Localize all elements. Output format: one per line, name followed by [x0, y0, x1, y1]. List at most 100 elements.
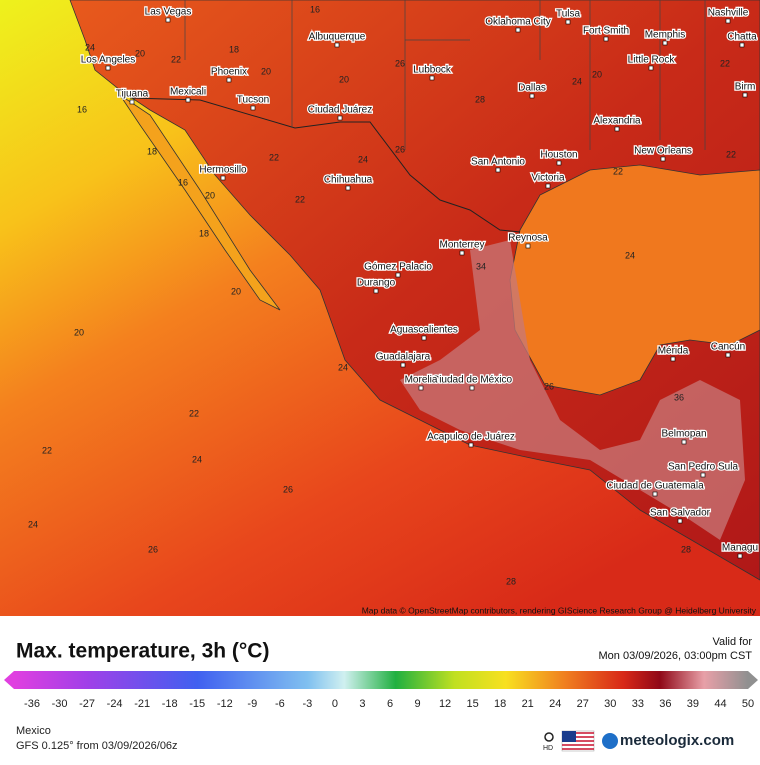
- contour-label: 18: [147, 146, 157, 156]
- colorbar-tick-label: 24: [549, 698, 561, 710]
- city-marker: [165, 17, 171, 23]
- city-marker: [105, 65, 111, 71]
- flag[interactable]: [561, 730, 595, 752]
- city-label: Phoenix: [211, 67, 247, 78]
- contour-label: 16: [310, 4, 320, 14]
- colorbar-tick-label: -12: [217, 698, 233, 710]
- city-marker: [529, 93, 535, 99]
- contour-label: 20: [592, 69, 602, 79]
- colorbar-tick-label: 33: [632, 698, 644, 710]
- colorbar-tick-label: -15: [189, 698, 205, 710]
- contour-label: 24: [358, 154, 368, 164]
- city-label: Durango: [357, 278, 396, 289]
- contour-label: 22: [42, 445, 52, 455]
- city-label: New Orleans: [634, 146, 692, 157]
- city-marker: [226, 77, 232, 83]
- contour-label: 24: [28, 519, 38, 529]
- city-label: San Salvador: [650, 508, 711, 519]
- city-label: Gómez Palacio: [364, 262, 432, 273]
- map: [0, 0, 760, 616]
- contour-label: 20: [135, 48, 145, 58]
- contour-label: 28: [681, 544, 691, 554]
- city-marker: [220, 175, 226, 181]
- city-marker: [418, 385, 424, 391]
- attribution: Map data © OpenStreetMap contributors, r…: [362, 605, 757, 615]
- city-marker: [556, 160, 562, 166]
- city-label: Fort Smith: [583, 26, 629, 37]
- city-marker: [459, 250, 465, 256]
- colorbar-tick-label: -18: [162, 698, 178, 710]
- city-label: Little Rock: [628, 55, 676, 66]
- contour-label: 26: [148, 544, 158, 554]
- region: Mexico: [16, 725, 51, 737]
- flag-canton: [562, 731, 576, 742]
- colorbar-tick-label: -27: [79, 698, 95, 710]
- contour-label: 18: [199, 228, 209, 238]
- city-label: Albuquerque: [309, 32, 366, 43]
- contour-label: 22: [613, 166, 623, 176]
- city-marker: [345, 185, 351, 191]
- city-marker: [677, 518, 683, 524]
- contour-label: 20: [205, 190, 215, 200]
- colorbar-tick-label: 15: [466, 698, 478, 710]
- colorbar-tick-label: 9: [414, 698, 420, 710]
- brand[interactable]: meteologix.com: [620, 732, 734, 749]
- city-marker: [725, 18, 731, 24]
- city-marker: [660, 156, 666, 162]
- colorbar-tick-label: 12: [439, 698, 451, 710]
- colorbar-arrow: [4, 671, 14, 689]
- colorbar-tick-label: 6: [387, 698, 393, 710]
- colorbar-tick-label: 30: [604, 698, 616, 710]
- colorbar-tick-label: 18: [494, 698, 506, 710]
- city-label: San Pedro Sula: [668, 462, 738, 473]
- city-label: Chihuahua: [324, 175, 373, 186]
- city-label: Alexandria: [593, 116, 641, 127]
- city-label: Guadalajara: [376, 352, 431, 363]
- city-marker: [603, 36, 609, 42]
- highlands: [400, 240, 745, 540]
- city-marker: [652, 491, 658, 497]
- valid-label: Valid for: [712, 636, 752, 648]
- contour-label: 24: [338, 362, 348, 372]
- city-marker: [670, 356, 676, 362]
- city-label: Mérida: [658, 346, 689, 357]
- map-labels: Las Vegas Oklahoma City Tulsa Nashville Albu…: [28, 4, 759, 586]
- contour-label: 24: [625, 250, 635, 260]
- colorbar-scale: [14, 671, 748, 689]
- logo-icon[interactable]: [602, 733, 618, 749]
- city-marker: [737, 553, 743, 559]
- contour-label: 22: [720, 58, 730, 68]
- colorbar-tick-label: 3: [359, 698, 365, 710]
- contour-label: 26: [395, 58, 405, 68]
- contour-label: 22: [269, 152, 279, 162]
- contour-label: 36: [674, 392, 684, 402]
- city-label: Las Vegas: [145, 7, 192, 18]
- colorbar-tick-label: -9: [247, 698, 257, 710]
- hd-label[interactable]: HD: [543, 745, 553, 752]
- city-label: Tucson: [237, 95, 269, 106]
- title: Max. temperature, 3h (°C): [16, 640, 269, 663]
- city-marker: [725, 352, 731, 358]
- city-label: Chatta: [727, 32, 757, 43]
- contour-label: 18: [229, 44, 239, 54]
- baja: [119, 94, 281, 311]
- contour-label: 28: [475, 94, 485, 104]
- city-label: Ciudad Juárez: [308, 105, 372, 116]
- contour-label: 34: [476, 261, 486, 271]
- colorbar-tick-label: 44: [714, 698, 726, 710]
- city-marker: [525, 243, 531, 249]
- model: GFS 0.125° from 03/09/2026/06z: [16, 740, 178, 752]
- city-marker: [337, 115, 343, 121]
- colorbar-arrow: [748, 671, 758, 689]
- contour-label: 26: [395, 144, 405, 154]
- colorbar-ticks: -36 -30 -27 -24 -21 -18 -15 -12 -9 -6 -3 0 3 6 9 12 15 18…: [24, 698, 754, 710]
- zoom-icon[interactable]: [544, 732, 554, 742]
- city-label: Acapulco de Juárez: [427, 432, 515, 443]
- contour-label: 22: [171, 54, 181, 64]
- city-label: Ciudad de México: [432, 375, 512, 386]
- city-label: Belmopan: [661, 429, 706, 440]
- city-label: Cancún: [711, 342, 745, 353]
- city-marker: [400, 362, 406, 368]
- city-marker: [429, 75, 435, 81]
